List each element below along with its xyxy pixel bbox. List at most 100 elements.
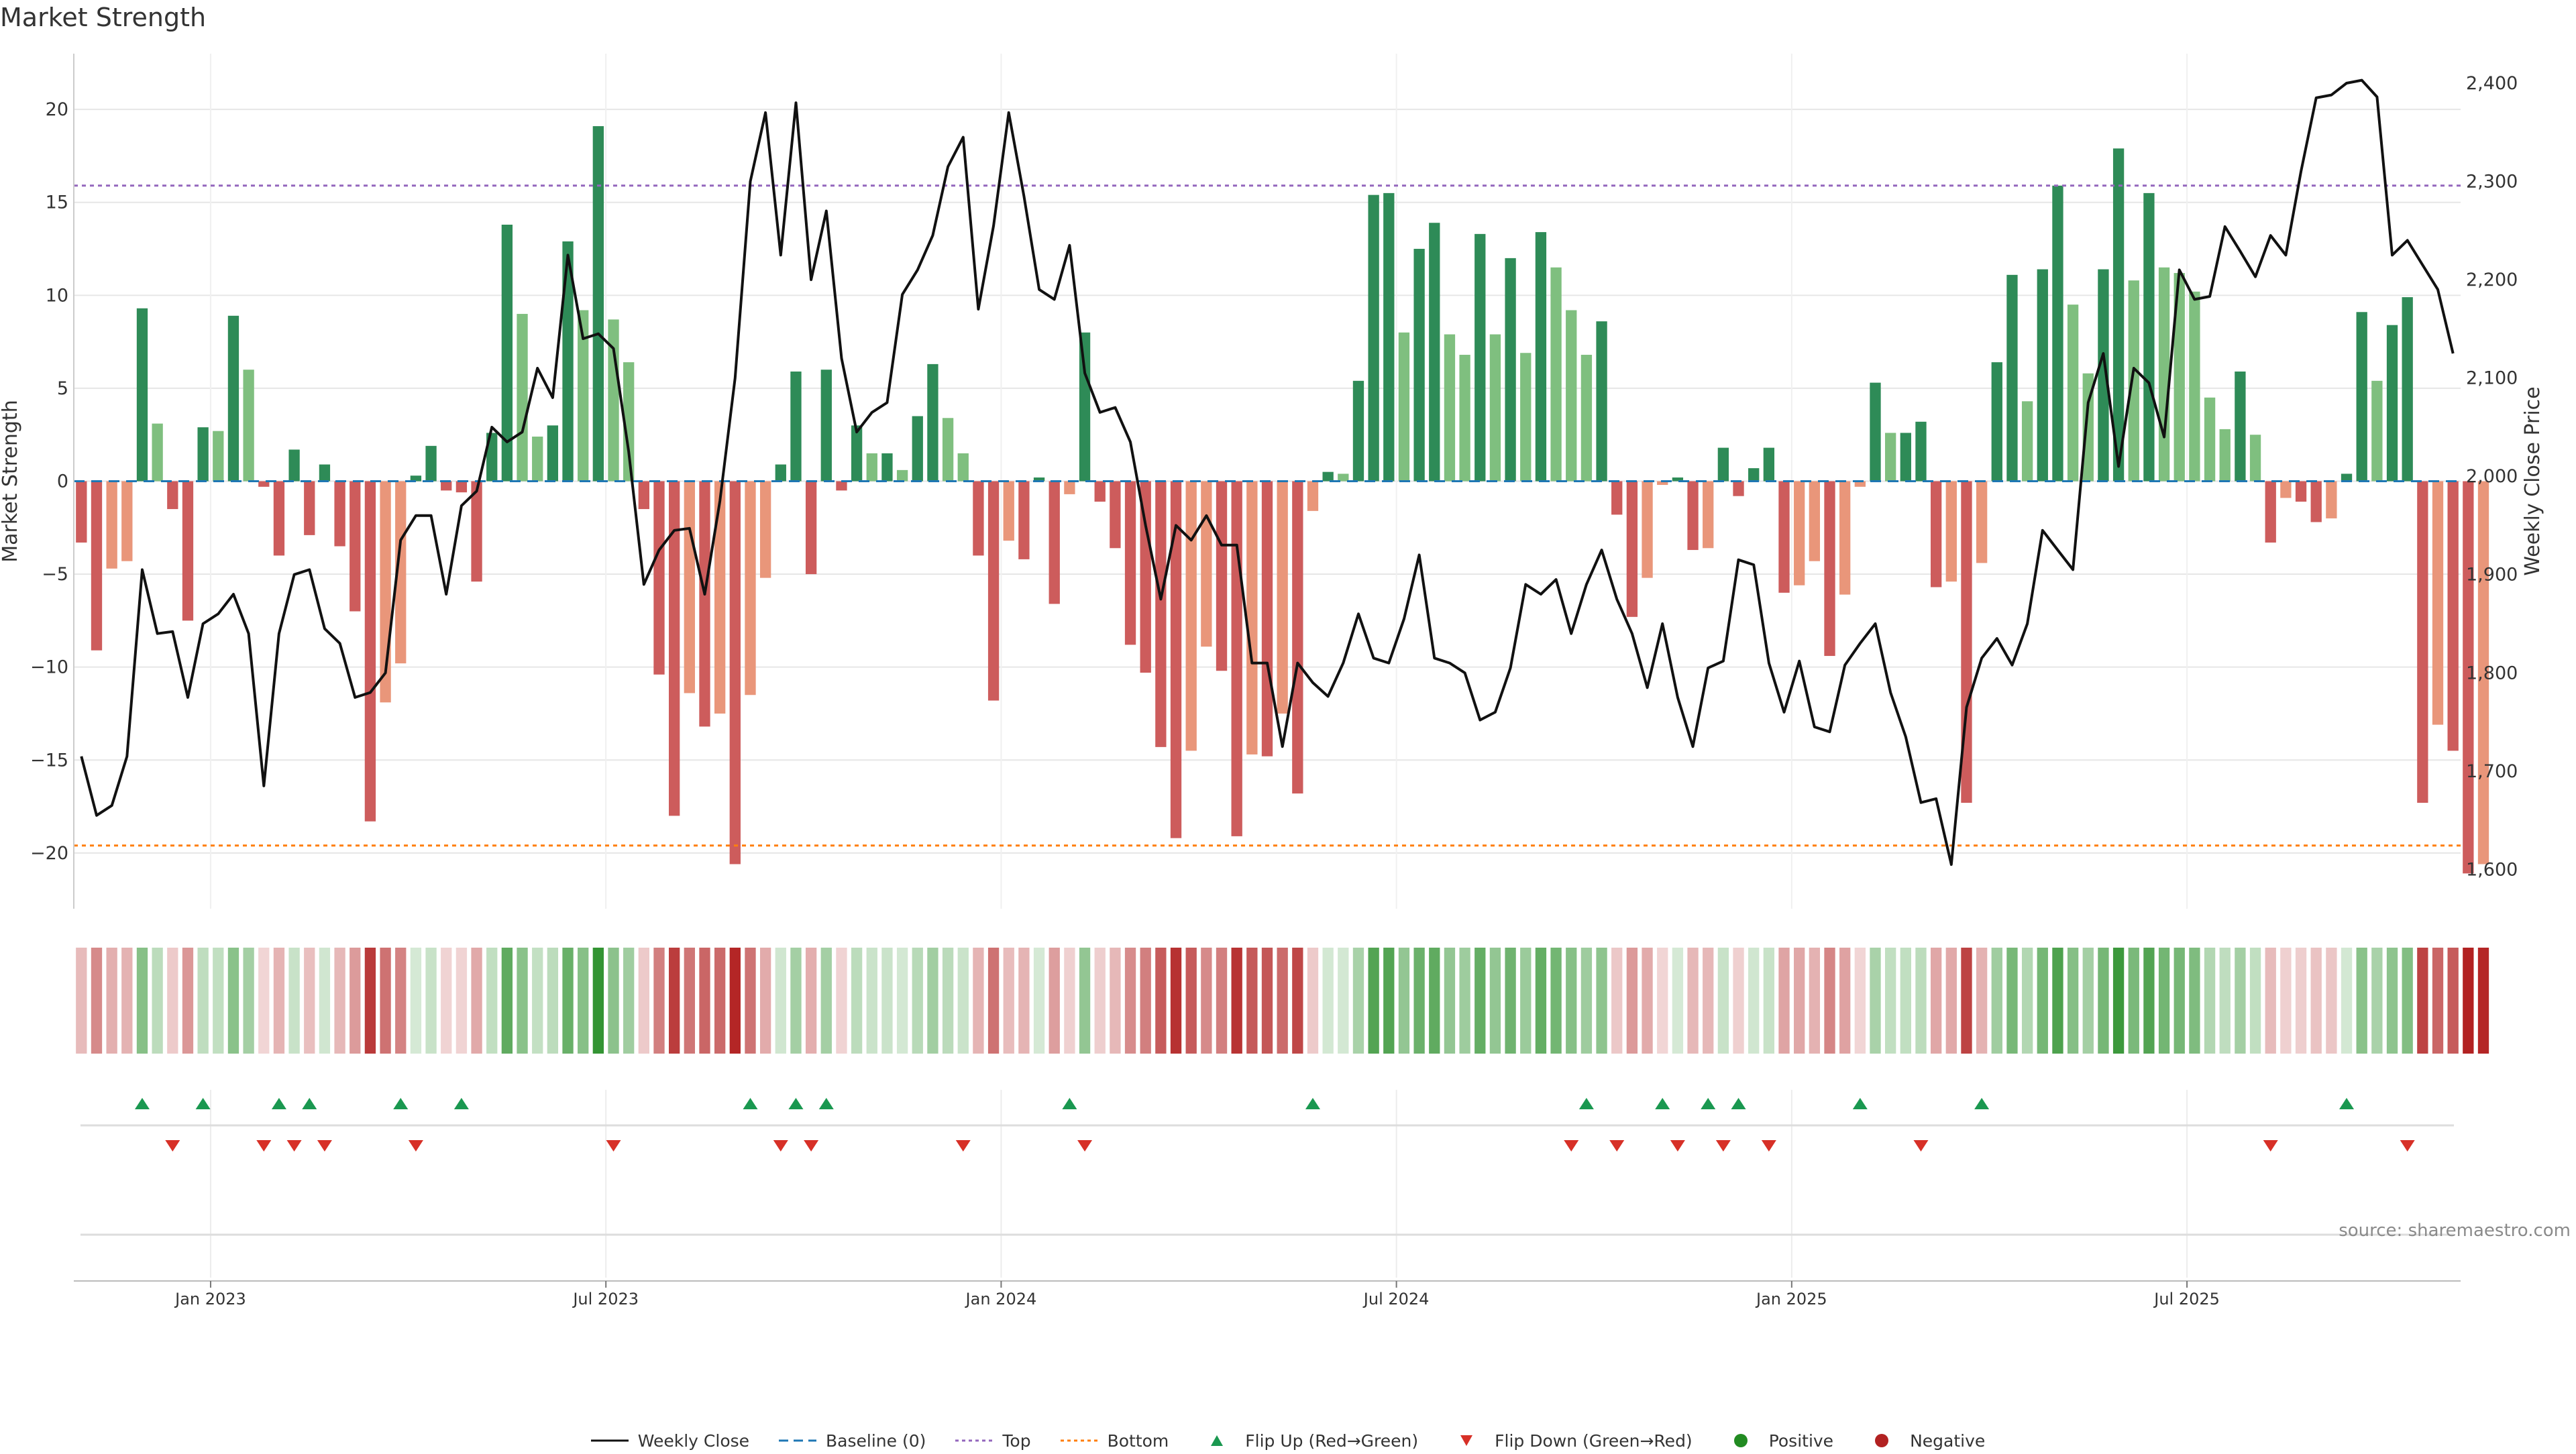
- legend-label: Baseline (0): [826, 1431, 926, 1451]
- strength-bar: [136, 308, 148, 482]
- strength-bar: [669, 481, 680, 816]
- strength-bar: [532, 436, 543, 482]
- heat-cell: [1033, 948, 1045, 1054]
- strength-bar: [364, 481, 376, 822]
- heat-cell: [790, 948, 802, 1054]
- heat-cell: [1854, 948, 1866, 1054]
- y-tick-label: −15: [30, 750, 68, 771]
- legend-label: Top: [1002, 1431, 1031, 1451]
- strength-bar: [106, 481, 117, 569]
- strength-bar: [1733, 481, 1744, 496]
- strength-bar: [1566, 310, 1577, 482]
- strength-bar: [1885, 433, 1896, 482]
- heat-cell: [2463, 948, 2474, 1054]
- strength-bar: [2143, 192, 2155, 482]
- strength-bar: [2402, 297, 2413, 482]
- heat-cell: [1505, 948, 1516, 1054]
- source-note: source: sharemaestro.com: [2339, 1221, 2571, 1241]
- heat-cell: [1079, 948, 1091, 1054]
- strength-bar: [1459, 355, 1470, 482]
- strength-bar: [1854, 481, 1866, 487]
- heat-cell: [1687, 948, 1699, 1054]
- heat-cell: [1474, 948, 1486, 1054]
- heat-cell: [1322, 948, 1334, 1054]
- flip-down-marker: [1715, 1140, 1731, 1152]
- strength-bar: [395, 481, 407, 664]
- strength-bar: [197, 427, 209, 482]
- y2-tick-label: 1,600: [2466, 859, 2518, 880]
- heat-cell: [364, 948, 376, 1054]
- strength-bar: [1094, 481, 1106, 502]
- heat-cell: [182, 948, 194, 1054]
- strength-bar: [1049, 481, 1060, 604]
- flip-up-marker: [271, 1098, 286, 1109]
- heat-cell: [1915, 948, 1927, 1054]
- heat-cell: [547, 948, 559, 1054]
- heat-cell: [455, 948, 468, 1054]
- heat-cell: [1459, 948, 1470, 1054]
- strength-bar: [2310, 481, 2322, 522]
- heat-cell: [1018, 948, 1030, 1054]
- strength-bar: [501, 225, 513, 482]
- heat-cell: [1383, 948, 1395, 1054]
- strength-bars: [76, 126, 2489, 874]
- heat-cell: [380, 948, 391, 1054]
- y2-tick-label: 1,800: [2466, 663, 2518, 683]
- heat-cell: [304, 948, 315, 1054]
- chart-title: Market Strength: [0, 3, 207, 32]
- heat-cell: [1429, 948, 1440, 1054]
- strength-bar: [927, 364, 938, 482]
- heat-cell: [2037, 948, 2048, 1054]
- heat-cell: [532, 948, 543, 1054]
- heat-cell: [608, 948, 619, 1054]
- legend-item-flip-down: Flip Down (Green→Red): [1448, 1431, 1693, 1451]
- heat-cell: [258, 948, 270, 1054]
- heat-cell: [395, 948, 407, 1054]
- strength-bar: [1489, 334, 1501, 482]
- strength-bar: [2098, 269, 2109, 482]
- flip-down-marker: [165, 1140, 180, 1152]
- heat-cell: [486, 948, 498, 1054]
- strength-bar: [2326, 481, 2337, 518]
- heat-cell: [2265, 948, 2276, 1054]
- heat-cell: [1717, 948, 1729, 1054]
- legend-label: Negative: [1910, 1431, 1986, 1451]
- heat-cell: [2310, 948, 2322, 1054]
- x-axis: Jan 2023 Jul 2023 Jan 2024 Jul 2024 Jan 2025…: [74, 1280, 2461, 1308]
- heat-cell: [334, 948, 345, 1054]
- legend-item-baseline: Baseline (0): [779, 1431, 926, 1451]
- heat-cell: [2432, 948, 2444, 1054]
- flip-down-marker: [1913, 1140, 1929, 1152]
- flip-down-marker: [2400, 1140, 2415, 1152]
- strength-bar: [1368, 194, 1379, 482]
- flip-up-marker: [788, 1098, 804, 1109]
- heat-cell: [927, 948, 938, 1054]
- legend-swatch-baseline-icon: [779, 1433, 817, 1449]
- strength-bar: [866, 453, 877, 482]
- strength-bar: [152, 423, 163, 482]
- strength-bar: [2295, 481, 2307, 502]
- heat-cell: [2158, 948, 2170, 1054]
- strength-bar: [729, 481, 741, 864]
- strength-bar: [441, 481, 452, 491]
- legend-swatch-close-icon: [590, 1433, 629, 1449]
- strength-bar: [562, 241, 574, 482]
- strength-bar: [2477, 481, 2489, 864]
- heat-cell: [1550, 948, 1562, 1054]
- heat-cell: [592, 948, 604, 1054]
- strength-bar: [2037, 269, 2048, 482]
- strength-bar: [1277, 481, 1288, 714]
- heat-cell: [213, 948, 224, 1054]
- strength-bar: [2432, 481, 2444, 725]
- heat-cell: [76, 948, 87, 1054]
- legend-item-positive: Positive: [1722, 1431, 1833, 1451]
- strength-bar: [2235, 371, 2246, 482]
- flip-up-marker: [1305, 1098, 1320, 1109]
- heat-cell: [2143, 948, 2155, 1054]
- heat-cell: [866, 948, 877, 1054]
- flip-up-marker: [1578, 1098, 1594, 1109]
- heat-cell: [1124, 948, 1136, 1054]
- heat-cell: [1748, 948, 1760, 1054]
- weekly-close-series: [80, 78, 2455, 866]
- heat-cell: [896, 948, 908, 1054]
